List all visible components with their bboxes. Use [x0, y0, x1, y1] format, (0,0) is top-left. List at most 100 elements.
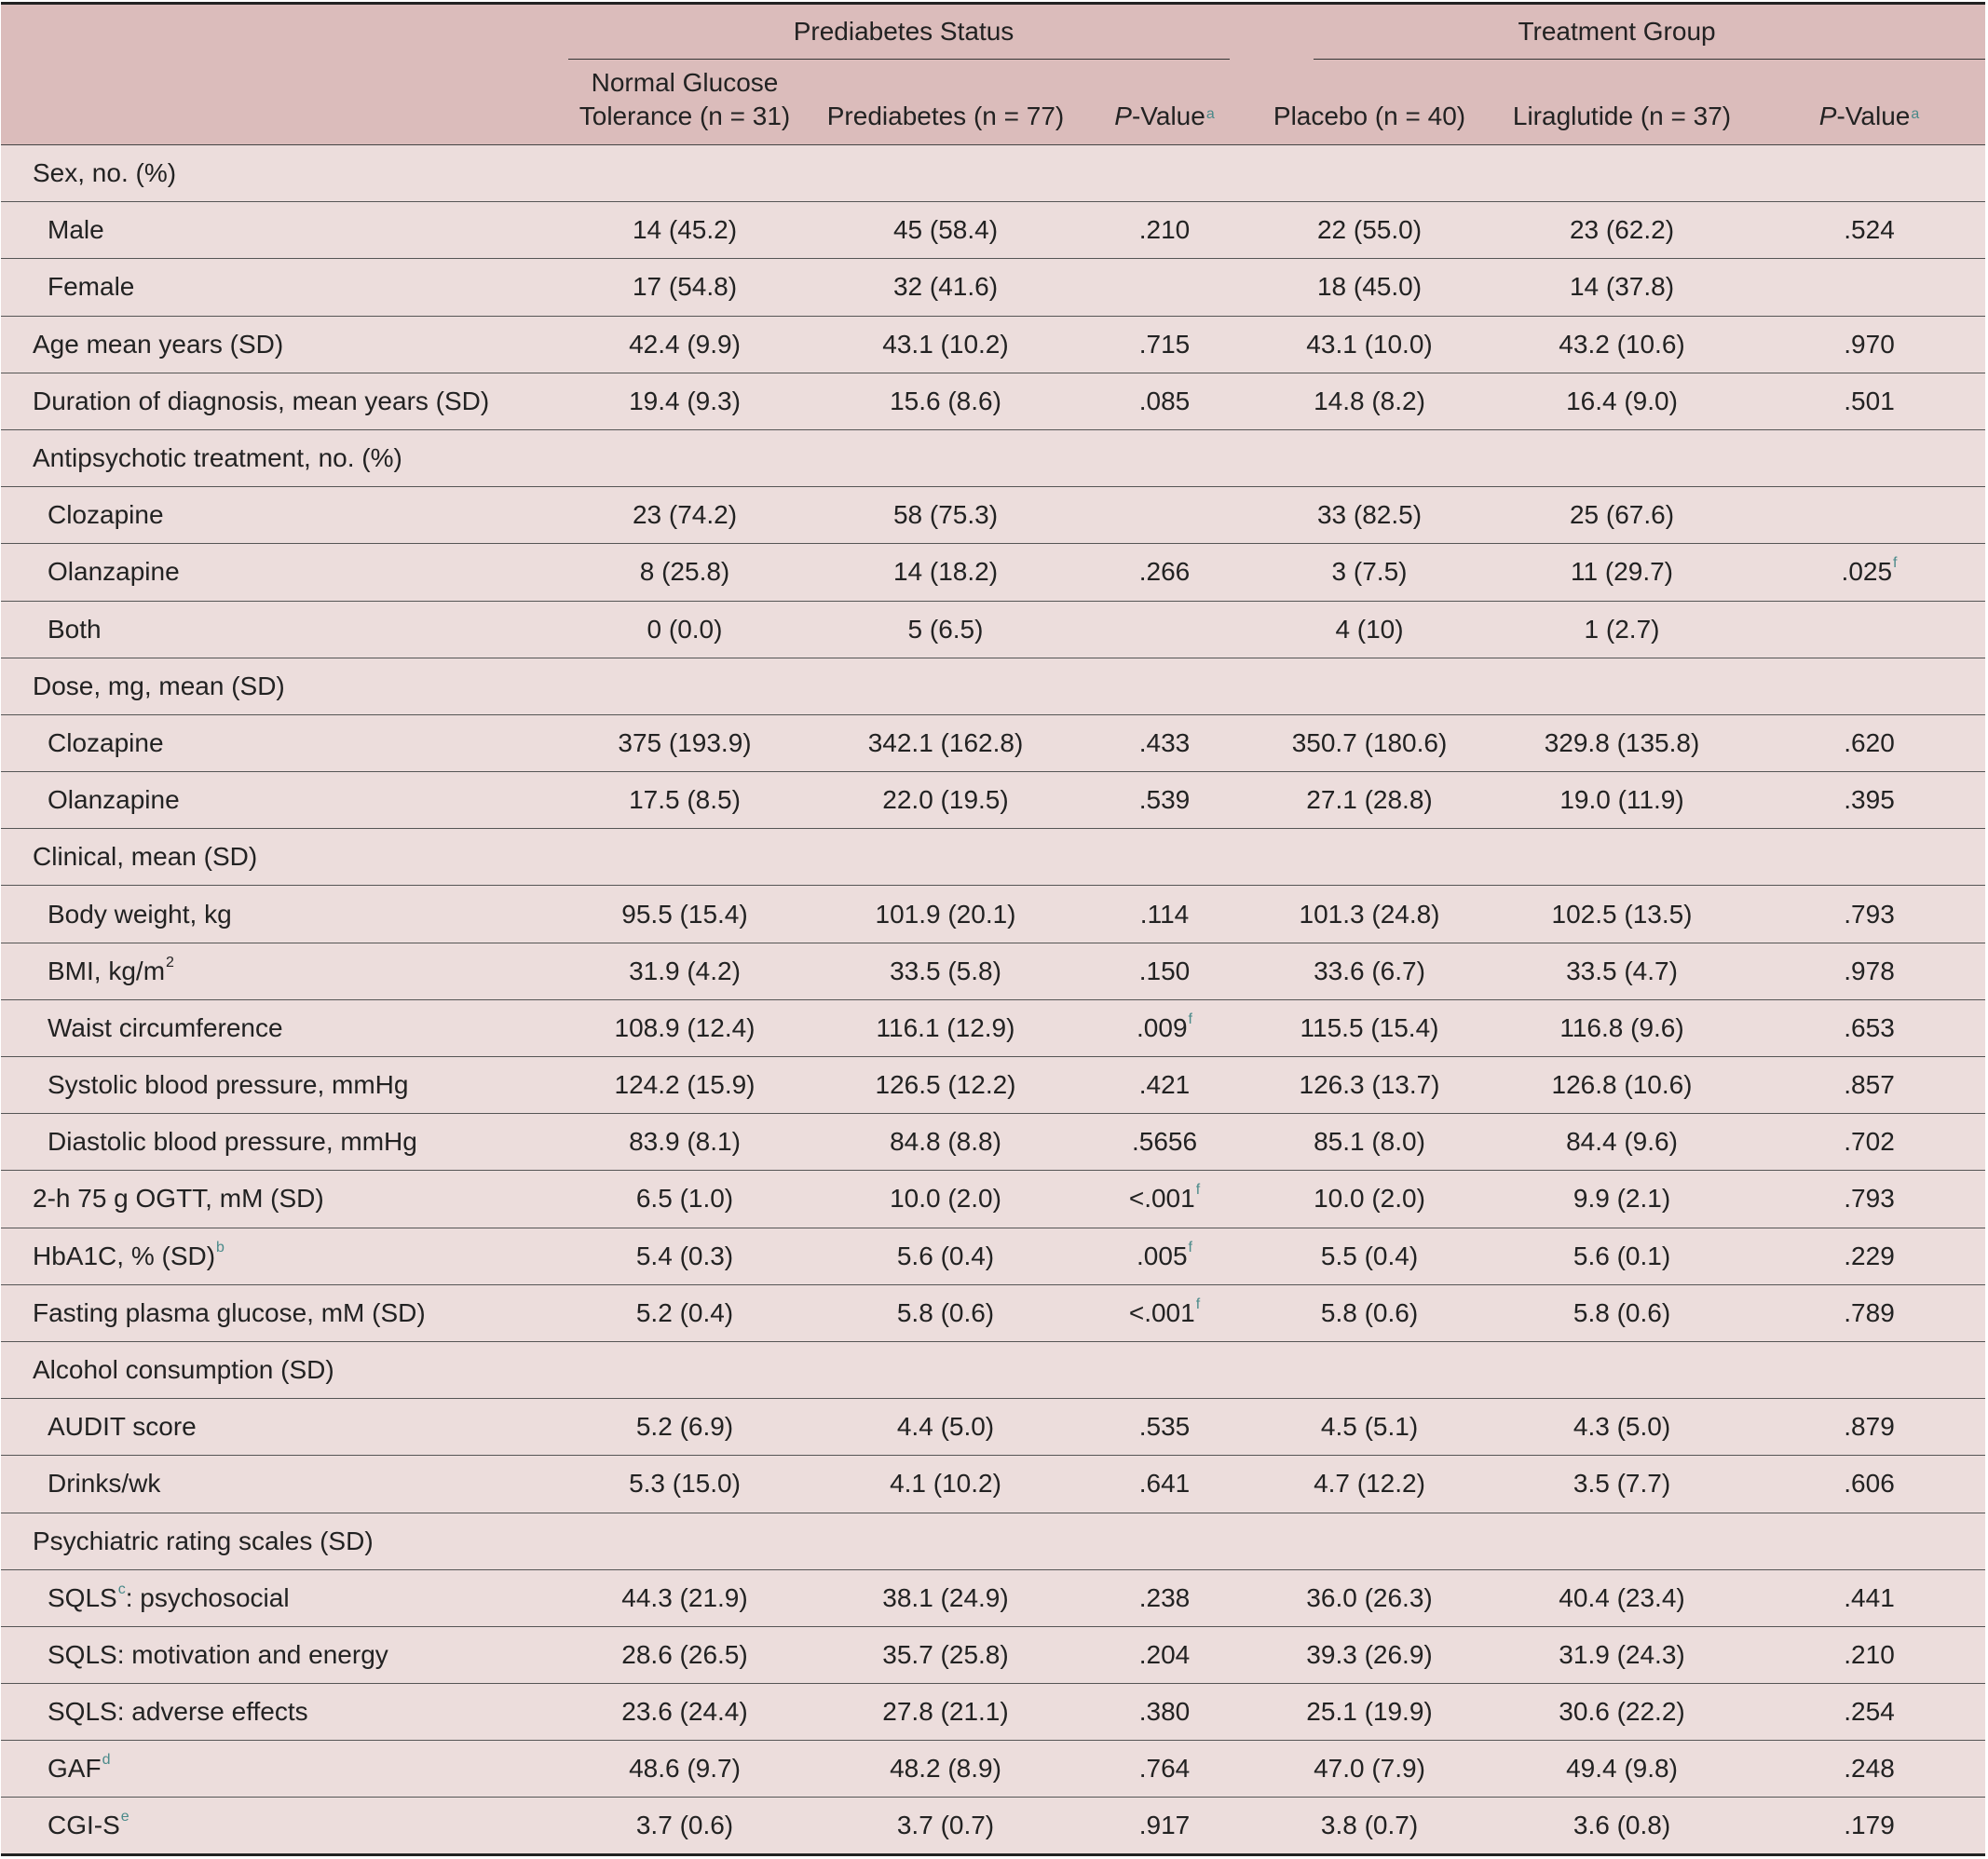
- cell-value: .620: [1844, 727, 1895, 757]
- table-cell: 38.1 (24.9): [810, 1569, 1081, 1626]
- table-cell: 0 (0.0): [559, 601, 810, 658]
- cell-value: 33 (82.5): [1316, 500, 1423, 530]
- table-cell: .764: [1081, 1741, 1248, 1798]
- table-cell: 39.3 (26.9): [1248, 1626, 1491, 1683]
- table-cell: [1491, 658, 1753, 714]
- cell-value: 126.5 (12.2): [875, 1070, 1016, 1100]
- table-cell: 9.9 (2.1): [1491, 1171, 1753, 1228]
- table-row: Alcohol consumption (SD): [1, 1341, 1986, 1399]
- table-cell: 14.8 (8.2): [1248, 373, 1491, 429]
- cell-value: .879: [1844, 1412, 1895, 1442]
- cell-value: 22 (55.0): [1316, 215, 1423, 245]
- table-cell: 4.7 (12.2): [1248, 1456, 1491, 1513]
- table-cell: 48.6 (9.7): [559, 1741, 810, 1798]
- table-cell: 14 (45.2): [559, 202, 810, 259]
- cell-value: 6.5 (1.0): [635, 1184, 734, 1214]
- table-cell: 15.6 (8.6): [810, 373, 1081, 429]
- row-label: Age mean years (SD): [1, 316, 559, 373]
- table-cell: [1081, 1513, 1248, 1569]
- table-cell: .150: [1081, 943, 1248, 999]
- header-col-line2: Prediabetes (n = 77): [826, 102, 1065, 130]
- table-row: Clinical, mean (SD): [1, 829, 1986, 886]
- table-cell: .433: [1081, 714, 1248, 771]
- row-label-text: AUDIT score: [48, 1412, 197, 1442]
- table-cell: 85.1 (8.0): [1248, 1114, 1491, 1171]
- table-row: Body weight, kg 95.5 (15.4) 101.9 (20.1) .1…: [1, 886, 1986, 943]
- footnote-marker: 2: [166, 954, 174, 970]
- cell-value: 5.3 (15.0): [629, 1469, 741, 1499]
- row-label: Fasting plasma glucose, mM (SD): [1, 1284, 559, 1341]
- cell-value: .025: [1841, 557, 1893, 587]
- row-label: BMI, kg/m2: [1, 943, 559, 999]
- table-row: Waist circumference 108.9 (12.4) 116.1 (12…: [1, 999, 1986, 1057]
- table-cell: [1248, 829, 1491, 886]
- row-label: Duration of diagnosis, mean years (SD): [1, 373, 559, 429]
- cell-value: .970: [1844, 329, 1895, 359]
- cell-value: 5 (6.5): [907, 614, 984, 644]
- header-group-prediabetes-label: Prediabetes Status: [793, 17, 1014, 47]
- row-label: Clozapine: [1, 714, 559, 771]
- cell-value: .5656: [1131, 1127, 1198, 1157]
- table-cell: .380: [1081, 1684, 1248, 1741]
- table-cell: 5.2 (6.9): [559, 1399, 810, 1456]
- cell-value: 33.5 (5.8): [890, 956, 1001, 985]
- cell-value: 19.4 (9.3): [629, 386, 741, 415]
- table-row: CGI-Se 3.7 (0.6) 3.7 (0.7) .917 3.8 (0.7) 3.6…: [1, 1798, 1986, 1855]
- footnote-marker: f: [1188, 1011, 1192, 1027]
- cell-value: 17.5 (8.5): [629, 785, 741, 815]
- table-row: Both 0 (0.0) 5 (6.5) 4 (10) 1 (2.7): [1, 601, 1986, 658]
- row-label-text: Diastolic blood pressure, mmHg: [48, 1127, 417, 1157]
- cell-value: .789: [1844, 1297, 1895, 1327]
- header-col-placebo: Placebo (n = 40): [1248, 60, 1491, 145]
- cell-value: 5.5 (0.4): [1320, 1241, 1419, 1270]
- header-group-treatment: Treatment Group: [1248, 4, 1986, 60]
- cell-value: 16.4 (9.0): [1566, 386, 1678, 415]
- table-cell: <.001f: [1081, 1171, 1248, 1228]
- cell-value: 101.9 (20.1): [875, 899, 1016, 929]
- cell-value: 84.8 (8.8): [890, 1127, 1001, 1157]
- cell-value: .210: [1844, 1639, 1895, 1669]
- row-label-text: Olanzapine: [48, 785, 180, 815]
- table-cell: 10.0 (2.0): [810, 1171, 1081, 1228]
- row-label-text: Age mean years (SD): [33, 329, 284, 359]
- row-label: Drinks/wk: [1, 1456, 559, 1513]
- cell-value: .179: [1844, 1811, 1895, 1840]
- table-row: 2-h 75 g OGTT, mM (SD) 6.5 (1.0) 10.0 (2.0…: [1, 1171, 1986, 1228]
- cell-value: 14 (18.2): [892, 557, 999, 587]
- table-cell: 4.4 (5.0): [810, 1399, 1081, 1456]
- cell-value: .793: [1844, 899, 1895, 929]
- table-cell: 10.0 (2.0): [1248, 1171, 1491, 1228]
- table-row: Clozapine 23 (74.2) 58 (75.3) 33 (82.5) 25 (…: [1, 487, 1986, 544]
- table-cell: [559, 829, 810, 886]
- cell-value: 27.1 (28.8): [1306, 785, 1433, 815]
- table-cell: .641: [1081, 1456, 1248, 1513]
- cell-value: 14.8 (8.2): [1314, 386, 1425, 415]
- table-cell: [810, 145, 1081, 202]
- table-row: Systolic blood pressure, mmHg 124.2 (15.9…: [1, 1057, 1986, 1114]
- table-cell: 5.4 (0.3): [559, 1228, 810, 1284]
- header-col-pvalue-2: P-Valuea: [1753, 60, 1985, 145]
- table-cell: [1753, 1513, 1985, 1569]
- cell-value: 58 (75.3): [892, 500, 999, 530]
- cell-value: 116.8 (9.6): [1559, 1012, 1684, 1042]
- header-col-line1: Normal Glucose: [591, 68, 779, 97]
- cell-value: 3.7 (0.7): [896, 1811, 995, 1840]
- cell-value: 108.9 (12.4): [614, 1012, 756, 1042]
- table-cell: 23.6 (24.4): [559, 1684, 810, 1741]
- table-cell: [1491, 1341, 1753, 1398]
- table-cell: [810, 829, 1081, 886]
- table-cell: .702: [1753, 1114, 1985, 1171]
- cell-value: .917: [1138, 1811, 1191, 1840]
- table-cell: [1248, 429, 1491, 486]
- table-cell: .5656: [1081, 1114, 1248, 1171]
- header-col-line2: Liraglutide (n = 37): [1512, 102, 1732, 130]
- table-cell: 126.5 (12.2): [810, 1057, 1081, 1114]
- table-cell: 4 (10): [1248, 601, 1491, 658]
- table-cell: 84.4 (9.6): [1491, 1114, 1753, 1171]
- row-label: Psychiatric rating scales (SD): [1, 1513, 559, 1569]
- table-cell: 5 (6.5): [810, 601, 1081, 658]
- table-cell: .210: [1081, 202, 1248, 259]
- table-cell: .653: [1753, 999, 1985, 1056]
- cell-value: 36.0 (26.3): [1306, 1582, 1433, 1612]
- row-label-text: Fasting plasma glucose, mM (SD): [33, 1297, 426, 1327]
